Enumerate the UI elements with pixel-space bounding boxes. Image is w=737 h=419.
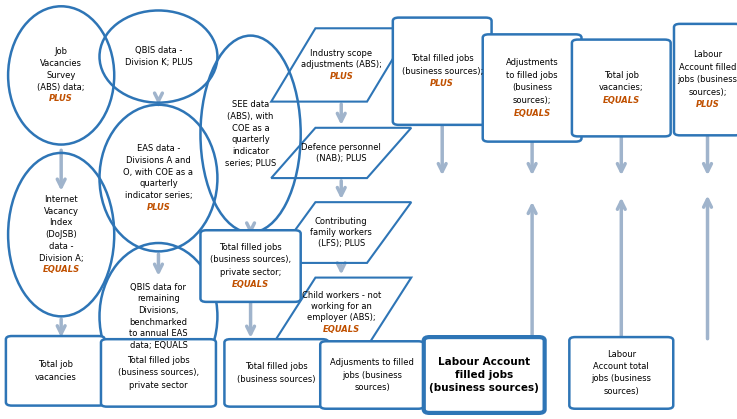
Text: Internet: Internet xyxy=(44,195,78,204)
Text: adjustments (ABS);: adjustments (ABS); xyxy=(301,60,382,70)
Text: private sector;: private sector; xyxy=(220,268,282,277)
Text: data -: data - xyxy=(49,242,74,251)
Text: Contributing: Contributing xyxy=(315,217,368,226)
Text: Account filled: Account filled xyxy=(679,62,736,72)
Text: Defence personnel: Defence personnel xyxy=(301,143,381,152)
FancyBboxPatch shape xyxy=(572,40,671,137)
FancyBboxPatch shape xyxy=(224,339,329,406)
Text: (DoJSB): (DoJSB) xyxy=(45,230,77,239)
Text: PLUS: PLUS xyxy=(696,100,719,109)
Text: Vacancies: Vacancies xyxy=(41,59,82,68)
Text: Job: Job xyxy=(55,47,68,57)
Text: Adjustments: Adjustments xyxy=(506,58,559,67)
Text: EQUALS: EQUALS xyxy=(232,280,269,289)
Text: QBIS data for: QBIS data for xyxy=(130,282,186,292)
Text: Adjusments to filled: Adjusments to filled xyxy=(330,358,414,367)
Text: (business sources),: (business sources), xyxy=(118,368,199,378)
Text: (business sources);: (business sources); xyxy=(402,67,483,76)
Text: Index: Index xyxy=(49,218,73,228)
FancyBboxPatch shape xyxy=(483,34,581,142)
Text: Vacancy: Vacancy xyxy=(43,207,79,216)
Text: working for an: working for an xyxy=(311,302,371,311)
Text: data; EQUALS: data; EQUALS xyxy=(130,341,187,350)
Text: (ABS) data;: (ABS) data; xyxy=(38,83,85,92)
Text: vacancies: vacancies xyxy=(35,372,76,382)
Text: O, with COE as a: O, with COE as a xyxy=(124,168,193,177)
Text: EAS data -: EAS data - xyxy=(137,144,180,153)
Text: family workers: family workers xyxy=(310,228,372,237)
Text: SEE data: SEE data xyxy=(232,100,269,109)
Text: (business: (business xyxy=(512,83,552,93)
Text: (business sources): (business sources) xyxy=(429,383,539,393)
Text: Labour: Labour xyxy=(693,50,722,59)
Text: Total job: Total job xyxy=(604,71,639,80)
Text: sources);: sources); xyxy=(513,96,551,105)
Text: Account total: Account total xyxy=(593,362,649,371)
Text: series; PLUS: series; PLUS xyxy=(225,159,276,168)
Text: remaining: remaining xyxy=(137,294,180,303)
FancyBboxPatch shape xyxy=(569,337,674,409)
Text: Survey: Survey xyxy=(46,71,76,80)
Text: (LFS); PLUS: (LFS); PLUS xyxy=(318,239,365,248)
Text: Total job: Total job xyxy=(38,360,73,369)
Text: PLUS: PLUS xyxy=(147,203,170,212)
Text: to filled jobs: to filled jobs xyxy=(506,71,558,80)
Text: Total filled jobs: Total filled jobs xyxy=(411,54,474,63)
Text: EQUALS: EQUALS xyxy=(603,96,640,105)
Text: PLUS: PLUS xyxy=(329,72,353,81)
Text: filled jobs: filled jobs xyxy=(455,370,514,380)
Text: (business sources),: (business sources), xyxy=(210,256,291,264)
Text: employer (ABS);: employer (ABS); xyxy=(307,313,376,322)
Text: COE as a: COE as a xyxy=(231,124,270,133)
FancyBboxPatch shape xyxy=(6,336,105,406)
FancyBboxPatch shape xyxy=(101,339,216,406)
Text: Division A;: Division A; xyxy=(39,253,83,263)
Text: EQUALS: EQUALS xyxy=(514,109,551,118)
Text: Divisions,: Divisions, xyxy=(139,306,178,315)
Text: Total filled jobs: Total filled jobs xyxy=(219,243,282,252)
FancyBboxPatch shape xyxy=(200,230,301,302)
Text: Child workers - not: Child workers - not xyxy=(301,291,381,300)
Text: Industry scope: Industry scope xyxy=(310,49,372,58)
FancyBboxPatch shape xyxy=(393,18,492,125)
FancyBboxPatch shape xyxy=(674,24,737,135)
Text: jobs (business: jobs (business xyxy=(591,375,652,383)
Text: sources): sources) xyxy=(604,387,639,396)
Text: indicator: indicator xyxy=(232,147,269,156)
Text: indicator series;: indicator series; xyxy=(125,191,192,200)
Text: Labour Account: Labour Account xyxy=(438,357,531,367)
Text: Divisions A and: Divisions A and xyxy=(126,156,191,165)
FancyBboxPatch shape xyxy=(424,337,545,413)
Text: quarterly: quarterly xyxy=(139,179,178,189)
Text: (NAB); PLUS: (NAB); PLUS xyxy=(316,154,366,163)
Text: EQUALS: EQUALS xyxy=(43,265,80,274)
Text: benchmarked: benchmarked xyxy=(130,318,187,327)
Text: quarterly: quarterly xyxy=(231,135,270,145)
Text: to annual EAS: to annual EAS xyxy=(129,329,188,339)
Text: (business sources): (business sources) xyxy=(237,375,315,384)
FancyBboxPatch shape xyxy=(320,341,425,409)
Text: PLUS: PLUS xyxy=(430,79,454,88)
Text: vacancies;: vacancies; xyxy=(599,83,643,93)
Text: private sector: private sector xyxy=(129,381,188,390)
Text: QBIS data -: QBIS data - xyxy=(135,46,182,55)
Text: Division K; PLUS: Division K; PLUS xyxy=(125,58,192,67)
Text: Total filled jobs: Total filled jobs xyxy=(127,356,190,365)
Text: jobs (business: jobs (business xyxy=(677,75,737,84)
Text: PLUS: PLUS xyxy=(49,94,73,103)
Text: Labour: Labour xyxy=(607,350,636,359)
Text: Total filled jobs: Total filled jobs xyxy=(245,362,308,371)
Text: (ABS), with: (ABS), with xyxy=(228,112,273,121)
Text: sources): sources) xyxy=(354,383,390,392)
Text: EQUALS: EQUALS xyxy=(323,325,360,334)
Text: sources);: sources); xyxy=(688,88,727,97)
Text: jobs (business: jobs (business xyxy=(342,370,402,380)
